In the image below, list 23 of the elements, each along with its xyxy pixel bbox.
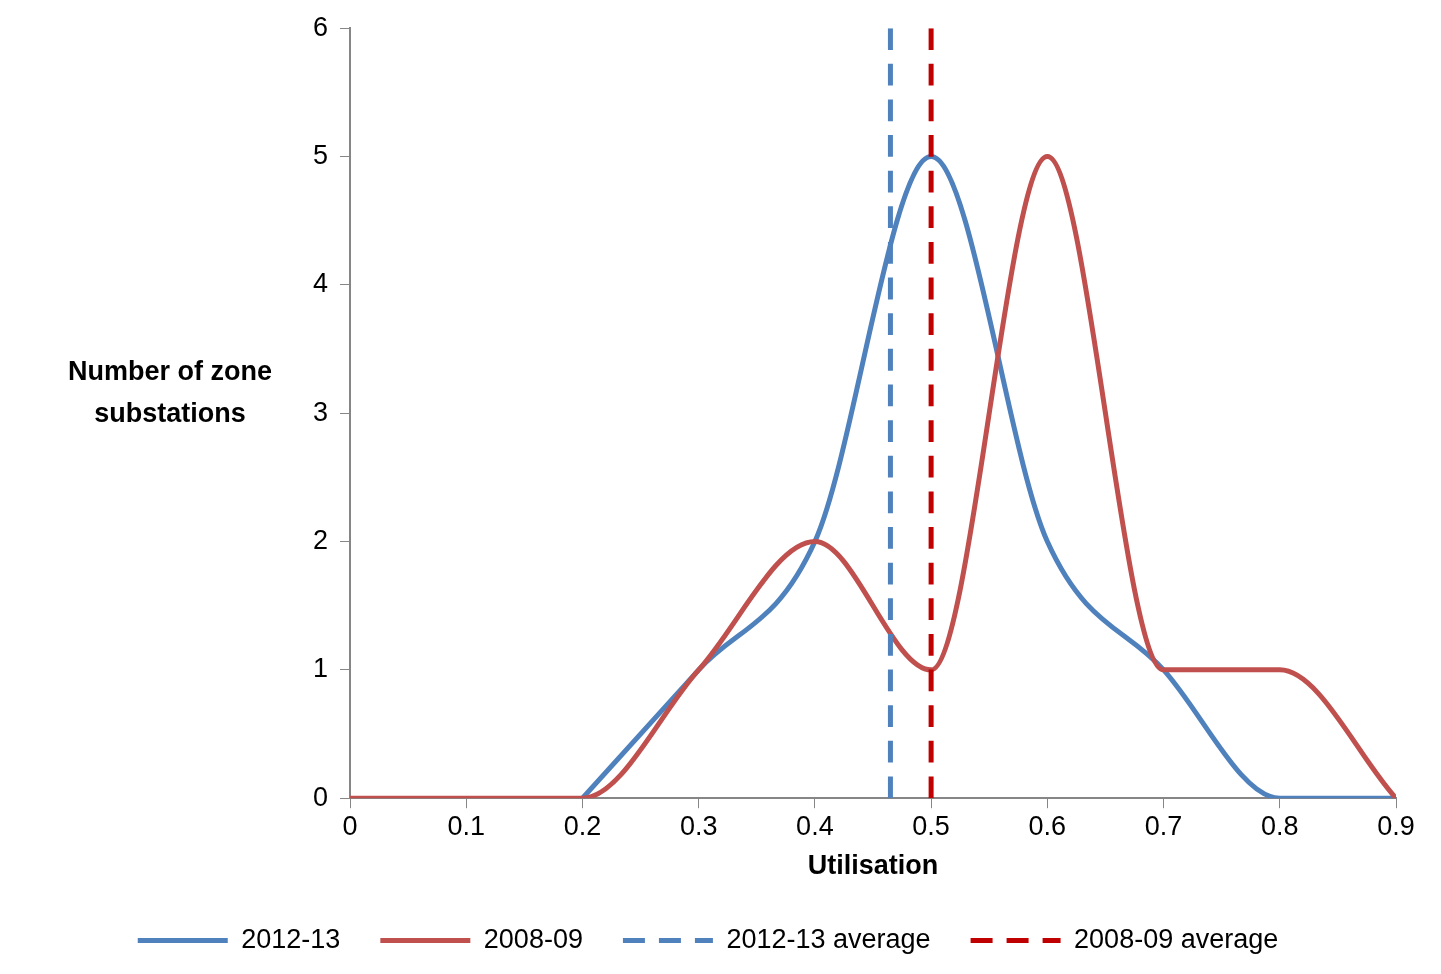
y-tick-label: 3 (312, 396, 328, 427)
y-tick-label: 6 (312, 11, 328, 42)
legend-label: 2008-09 (483, 923, 583, 954)
x-tick-label: 0.8 (1261, 810, 1299, 841)
x-tick-label: 0 (342, 810, 358, 841)
legend-label: 2008-09 average (1074, 923, 1279, 954)
legend-label: 2012-13 average (726, 923, 931, 954)
x-tick-label: 0.2 (563, 810, 602, 841)
y-tick-label: 1 (312, 653, 328, 684)
y-tick-label: 0 (312, 781, 328, 812)
y-tick-label: 4 (312, 268, 328, 299)
y-tick-label: 5 (312, 139, 328, 170)
y-axis-title: Number of zone substations (67, 355, 273, 430)
x-tick-label: 0.1 (447, 810, 485, 841)
x-tick-label: 0.6 (1028, 810, 1067, 841)
x-tick-label: 0.3 (679, 810, 718, 841)
x-tick-label: 0.5 (912, 810, 950, 841)
x-tick-label: 0.9 (1377, 810, 1415, 841)
x-tick-label: 0.4 (796, 810, 834, 841)
legend-label: 2012-13 (241, 923, 341, 954)
y-tick-label: 2 (312, 524, 328, 555)
x-tick-label: 0.7 (1144, 810, 1183, 841)
x-axis-title: Utilisation (807, 850, 939, 881)
